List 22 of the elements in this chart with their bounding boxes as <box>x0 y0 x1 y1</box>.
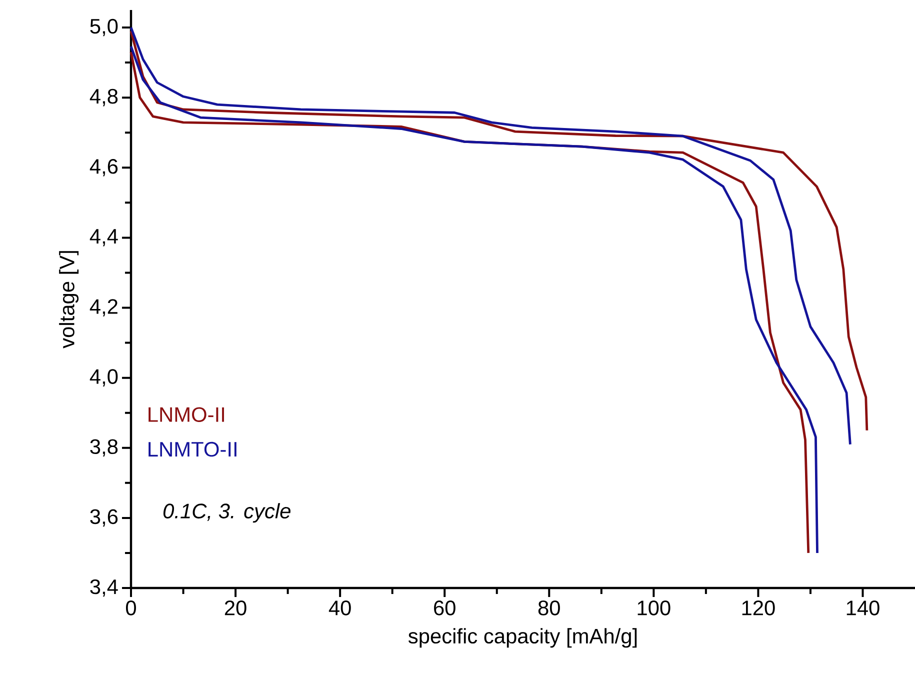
y-tick-label: 5,0 <box>90 18 118 36</box>
x-tick-label: 140 <box>846 600 880 616</box>
y-tick-label: 4,8 <box>90 88 118 106</box>
y-tick-label: 4,0 <box>90 369 118 386</box>
y-tick-label: 3,4 <box>90 579 118 597</box>
x-tick-label: 20 <box>224 600 246 616</box>
text: LNMTO-II <box>148 442 236 457</box>
y-tick-label: 4,2 <box>90 299 118 316</box>
y-tick-label: 4,6 <box>90 158 118 176</box>
y-axis-title: voltage [V] <box>59 251 79 348</box>
x-tick-label: 120 <box>742 600 775 616</box>
y-tick-label: 4,4 <box>90 229 118 246</box>
annotation: 0.1C, 3. cycle <box>163 503 290 523</box>
x-tick-label: 0 <box>126 600 136 616</box>
text: LNMO-II <box>148 407 224 422</box>
y-tick-label: 3,6 <box>90 509 118 527</box>
x-tick-label: 100 <box>638 600 670 616</box>
y-tick-label: 3,8 <box>90 439 118 457</box>
x-axis-title: specific capacity [mAh/g] <box>408 628 637 648</box>
x-tick-label: 40 <box>328 600 351 616</box>
x-tick-label: 80 <box>538 600 560 616</box>
x-tick-label: 60 <box>434 600 456 616</box>
